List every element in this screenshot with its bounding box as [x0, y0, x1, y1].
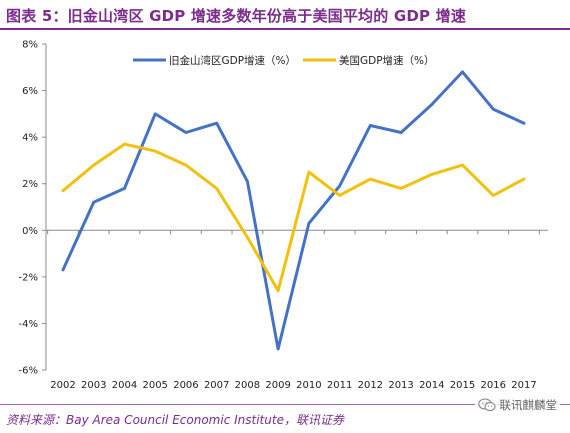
x-tick-label: 2015 — [450, 380, 475, 391]
data-point — [399, 131, 403, 134]
data-point — [492, 194, 495, 197]
series-line-1 — [61, 142, 526, 293]
data-point — [430, 103, 433, 106]
source-bar: 资料来源：Bay Area Council Economic Institute… — [0, 404, 570, 433]
figure-title: 图表 5：旧金山湾区 GDP 增速多数年份高于美国平均的 GDP 增速 — [6, 7, 467, 25]
data-point — [430, 173, 433, 176]
data-point — [492, 108, 495, 111]
data-point — [461, 70, 464, 74]
data-point — [338, 184, 341, 188]
x-tick-label: 2010 — [296, 380, 321, 391]
data-point — [92, 201, 95, 204]
watermark: 联讯麒麟堂 — [474, 396, 560, 414]
y-tick-label: 0% — [22, 226, 38, 237]
chart-svg: -6% -4% -2% 0% 2% 4% 6% 8% 2002 2003 2004 2005 2006 2… — [19, 40, 548, 391]
x-tick-label: 2004 — [112, 380, 137, 391]
y-tick-label: -4% — [19, 319, 38, 330]
data-point — [246, 236, 249, 239]
x-tick-label: 2003 — [81, 380, 106, 391]
data-point — [184, 163, 188, 167]
x-tick-label: 2009 — [265, 380, 290, 391]
data-point — [154, 149, 157, 153]
x-tick-label: 2005 — [142, 380, 167, 391]
data-point — [338, 194, 341, 197]
figure-title-bar: 图表 5：旧金山湾区 GDP 增速多数年份高于美国平均的 GDP 增速 — [0, 0, 570, 30]
y-tick-label: 6% — [22, 86, 38, 97]
data-point — [307, 170, 311, 174]
y-tick-label: 2% — [22, 179, 38, 190]
data-point — [307, 222, 311, 225]
x-tick-label: 2007 — [204, 380, 229, 391]
axis-layer: -6% -4% -2% 0% 2% 4% 6% 8% 2002 2003 2004 2005 2006 2… — [19, 40, 548, 391]
watermark-text: 联讯麒麟堂 — [499, 398, 558, 412]
y-tick-label: -2% — [19, 272, 38, 283]
data-point — [123, 142, 126, 146]
data-point — [215, 187, 218, 190]
legend-label-1: 美国GDP增速（%） — [339, 54, 435, 67]
data-point — [369, 177, 372, 181]
data-point — [276, 347, 280, 351]
y-tick-label: -6% — [19, 366, 38, 377]
x-tick-label: 2016 — [481, 380, 506, 391]
x-tick-label: 2013 — [388, 380, 413, 391]
series-layer — [61, 70, 526, 351]
data-point — [276, 289, 280, 293]
gdp-growth-line-chart: -6% -4% -2% 0% 2% 4% 6% 8% 2002 2003 2004 2005 2006 2… — [0, 32, 570, 402]
data-point — [522, 121, 526, 125]
source-note: 资料来源：Bay Area Council Economic Institute… — [6, 413, 344, 427]
y-tick-label: 8% — [22, 40, 38, 51]
data-point — [522, 177, 526, 181]
data-point — [215, 121, 218, 125]
data-point — [123, 187, 126, 190]
x-tick-label: 2014 — [419, 380, 444, 391]
wechat-icon — [477, 398, 496, 412]
data-point — [61, 268, 65, 272]
data-point — [184, 131, 188, 134]
data-point — [369, 124, 372, 127]
series-line-0 — [61, 70, 526, 351]
data-point — [246, 180, 249, 183]
x-tick-label: 2011 — [327, 380, 352, 391]
legend-layer: 旧金山湾区GDP增速（%） 美国GDP增速（%） — [133, 54, 435, 67]
y-tick-label: 4% — [22, 133, 38, 144]
data-point — [154, 112, 157, 116]
x-tick-label: 2002 — [50, 380, 75, 391]
data-point — [399, 187, 403, 190]
legend-label-0: 旧金山湾区GDP增速（%） — [169, 54, 296, 67]
x-tick-label: 2012 — [358, 380, 383, 391]
x-tick-label: 2006 — [173, 380, 198, 391]
x-tick-label: 2017 — [511, 380, 536, 391]
x-tick-label: 2008 — [235, 380, 260, 391]
data-point — [92, 163, 95, 167]
data-point — [61, 189, 65, 192]
data-point — [461, 163, 464, 167]
